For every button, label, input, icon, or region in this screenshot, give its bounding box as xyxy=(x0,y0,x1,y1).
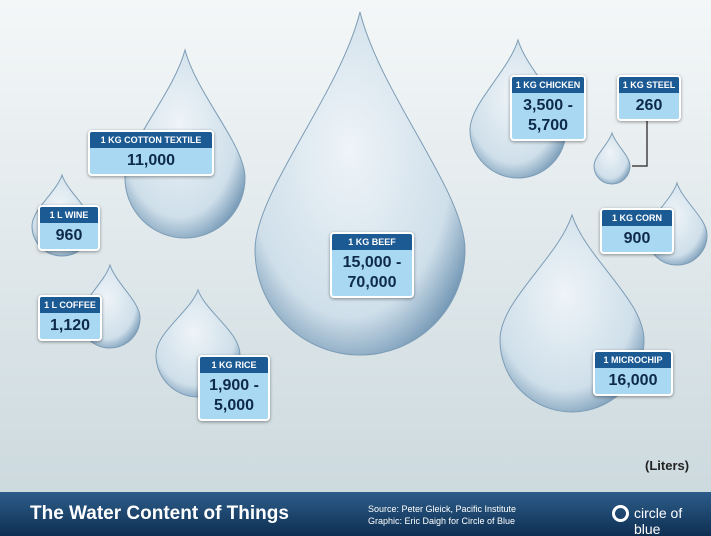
label-box: 1 KG CORN 900 xyxy=(600,208,674,254)
unit: (Liters) xyxy=(645,458,690,473)
connector xyxy=(632,120,648,167)
label-box: 1 KG CHICKEN 3,500 - 5,700 xyxy=(510,75,586,141)
logo: circle of blue xyxy=(634,505,683,536)
source: Source: Peter Gleick, Pacific Institute xyxy=(368,504,517,514)
item-value: 11,000 xyxy=(126,152,176,169)
item-value: 260 xyxy=(635,97,663,114)
label-box: 1 L WINE 960 xyxy=(38,205,100,251)
drop xyxy=(593,131,631,185)
label-box: 1 KG RICE 1,900 - 5,000 xyxy=(198,355,270,421)
item-value: 16,000 xyxy=(608,372,658,389)
item-value: 960 xyxy=(55,227,83,244)
item-label: 1 KG STEEL xyxy=(619,77,679,93)
drop xyxy=(254,11,466,356)
title: The Water Content of Things xyxy=(30,503,289,524)
item-value: 3,500 - 5,700 xyxy=(523,97,573,134)
item-label: 1 KG CORN xyxy=(602,210,672,226)
item-value: 900 xyxy=(623,230,651,247)
item-value: 15,000 - 70,000 xyxy=(342,254,402,291)
label-box: 1 KG STEEL 260 xyxy=(617,75,681,121)
item-value: 1,900 - 5,000 xyxy=(209,377,259,414)
label-box: 1 MICROCHIP 16,000 xyxy=(593,350,673,396)
label-box: 1 KG BEEF 15,000 - 70,000 xyxy=(330,232,414,298)
item-label: 1 KG BEEF xyxy=(332,234,412,250)
label-box: 1 KG COTTON TEXTILE 11,000 xyxy=(88,130,214,176)
label-box: 1 L COFFEE 1,120 xyxy=(38,295,102,341)
footer: The Water Content of Things Source: Pete… xyxy=(0,492,711,536)
item-label: 1 KG COTTON TEXTILE xyxy=(90,132,212,148)
item-label: 1 L WINE xyxy=(40,207,98,223)
item-label: 1 KG RICE xyxy=(200,357,268,373)
logo-ring xyxy=(612,505,629,522)
item-label: 1 L COFFEE xyxy=(40,297,100,313)
item-label: 1 MICROCHIP xyxy=(595,352,671,368)
item-label: 1 KG CHICKEN xyxy=(512,77,584,93)
item-value: 1,120 xyxy=(49,317,91,334)
credit: Graphic: Eric Daigh for Circle of Blue xyxy=(368,516,516,526)
